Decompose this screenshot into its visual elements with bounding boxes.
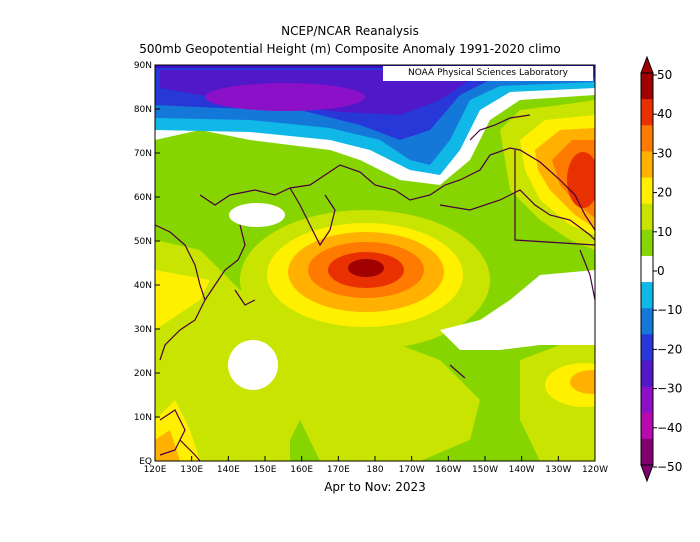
colorbar-segment: [641, 151, 653, 179]
chart-subtitle: 500mb Geopotential Height (m) Composite …: [139, 42, 561, 56]
lat-tick-label: 30N: [134, 325, 152, 335]
colorbar-segment: [641, 360, 653, 388]
lon-tick-label: 170E: [327, 465, 350, 475]
colorbar-label: −50: [657, 460, 682, 474]
colorbar-segment: [641, 203, 653, 231]
colorbar-segment: [641, 282, 653, 309]
lat-tick-label: 90N: [134, 61, 152, 71]
lat-tick-label: 80N: [134, 105, 152, 115]
lon-tick-label: 170W: [399, 465, 425, 475]
chart-title: NCEP/NCAR Reanalysis: [281, 24, 419, 38]
colorbar-label: 40: [657, 107, 672, 121]
colorbar-label: 50: [657, 68, 672, 82]
colorbar-label: −10: [657, 303, 682, 317]
colorbar-bottom-arrow: [640, 464, 654, 483]
colorbar-label: −40: [657, 421, 682, 435]
period-label: Apr to Nov: 2023: [324, 480, 426, 494]
longitude-axis: 120E 130E 140E 150E 160E 170E 180 170W 160W 150W 1…: [144, 456, 608, 475]
colorbar-label: 0: [657, 264, 665, 278]
colorbar-segment: [641, 177, 653, 205]
lon-tick-label: 150W: [472, 465, 498, 475]
lon-tick-label: 120W: [582, 465, 608, 475]
colorbar-segment: [641, 308, 653, 335]
colorbar-segment: [641, 412, 653, 440]
colorbar-frame: [640, 72, 654, 466]
credit-label: NOAA Physical Sciences Laboratory: [383, 66, 593, 81]
colorbar-segment: [641, 99, 653, 126]
lat-tick-label: 70N: [134, 149, 152, 159]
lat-tick-label: 60N: [134, 193, 152, 203]
colorbar-segment: [641, 125, 653, 152]
lat-tick-label: 40N: [134, 281, 152, 291]
lat-tick-label: EQ: [139, 457, 152, 467]
lon-tick-label: 180: [366, 465, 383, 475]
lon-tick-label: 130E: [180, 465, 203, 475]
anomaly-field: [155, 65, 595, 461]
lon-tick-label: 160W: [435, 465, 461, 475]
lon-tick-label: 130W: [545, 465, 571, 475]
coastlines: [155, 114, 595, 461]
latitude-axis: 90N 80N 70N 60N 50N 40N 30N 20N 10N EQ: [134, 61, 160, 467]
lon-tick-label: 140W: [509, 465, 535, 475]
colorbar-segment: [641, 255, 653, 283]
colorbar-label: 30: [657, 146, 672, 160]
colorbar-label: 10: [657, 225, 672, 239]
colorbar-top-arrow: [640, 55, 654, 74]
lon-tick-label: 120E: [144, 465, 167, 475]
colorbar-label: −30: [657, 382, 682, 396]
colorbar-segment: [641, 438, 653, 466]
colorbar-label: 20: [657, 186, 672, 200]
lon-tick-label: 150E: [254, 465, 277, 475]
colorbar-segment: [641, 229, 653, 257]
lat-tick-label: 10N: [134, 413, 152, 423]
colorbar-segment: [641, 386, 653, 414]
lon-tick-label: 160E: [290, 465, 313, 475]
lat-tick-label: 50N: [134, 237, 152, 247]
colorbar-label: −20: [657, 342, 682, 356]
lon-tick-label: 140E: [217, 465, 240, 475]
lat-tick-label: 20N: [134, 369, 152, 379]
colorbar: 50 40 30 20 10 0 −10 −20 −30 −40 −50: [640, 55, 682, 483]
colorbar-segment: [641, 73, 653, 100]
colorbar-segment: [641, 334, 653, 361]
